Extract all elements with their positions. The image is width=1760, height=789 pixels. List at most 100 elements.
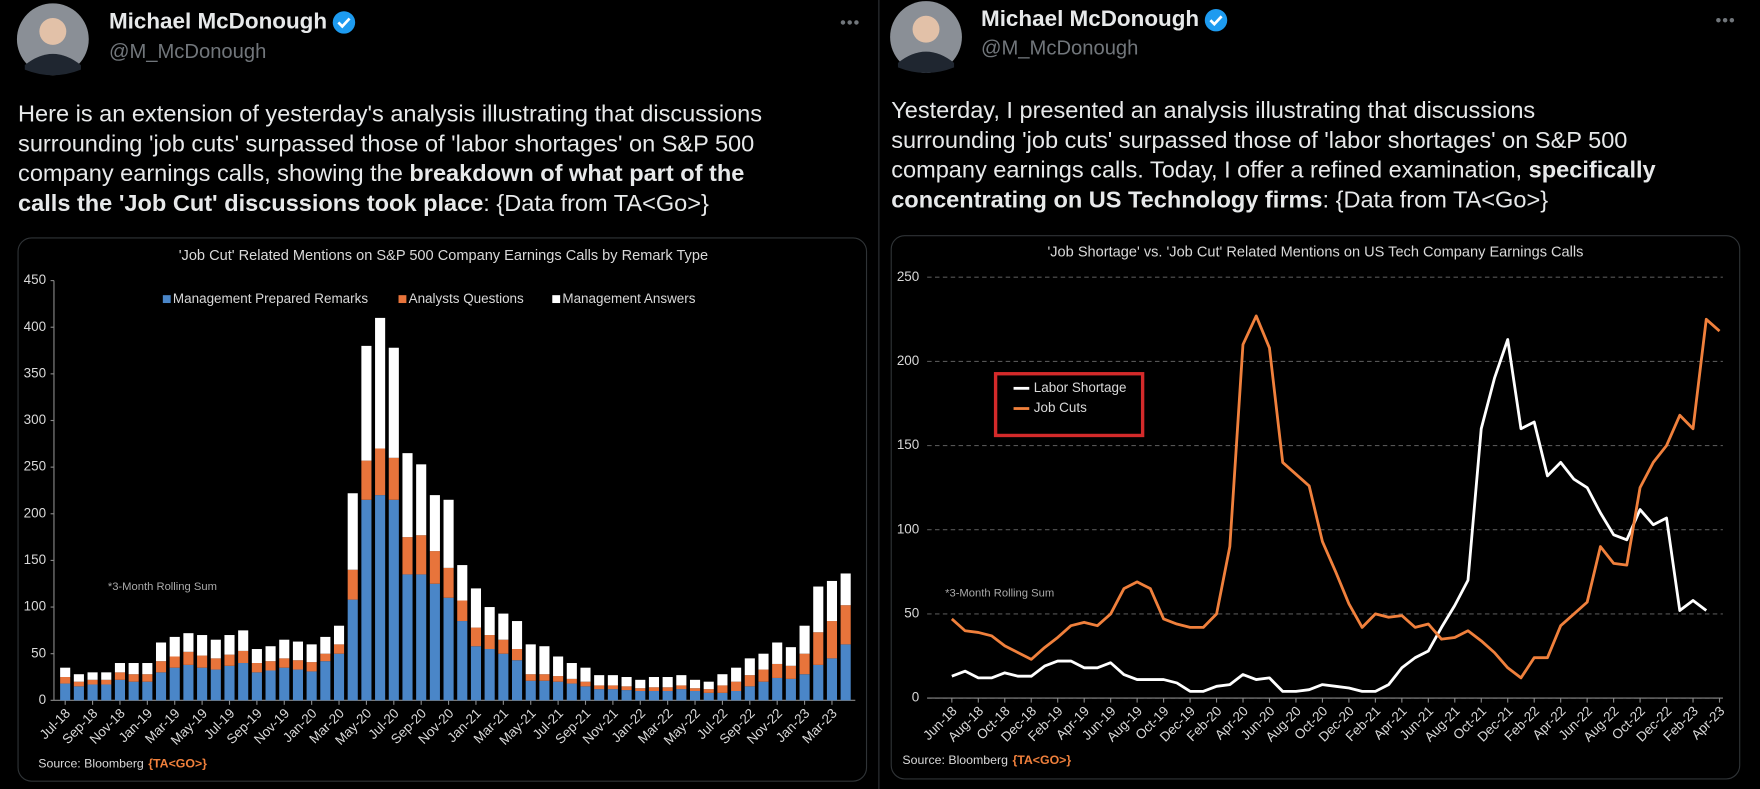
bar-segment	[197, 655, 208, 668]
bar-segment	[155, 642, 167, 662]
bar-segment	[292, 669, 304, 701]
bar-segment	[758, 681, 769, 701]
source-tag: {TA<GO>}	[1012, 753, 1071, 767]
tweet-text: specifically	[1529, 157, 1656, 183]
bar-segment	[279, 639, 290, 659]
bar-segment	[566, 683, 577, 701]
bar-segment	[251, 663, 262, 673]
bar-segment	[416, 574, 427, 701]
tweet-line: surrounding 'job cuts' surpassed those o…	[18, 131, 754, 157]
y-tick-label: 150	[24, 552, 46, 567]
tweet-text: concentrating on US Technology firms	[891, 187, 1322, 213]
source-tag: {TA<GO>}	[148, 757, 207, 771]
tweet-line: surrounding 'job cuts' surpassed those o…	[891, 127, 1627, 153]
more-menu[interactable]	[1716, 17, 1735, 23]
chart-title: 'Job Shortage' vs. 'Job Cut' Related Men…	[1047, 244, 1583, 260]
bar-segment	[169, 656, 180, 668]
bar-segment	[429, 495, 440, 552]
bar-segment	[731, 691, 742, 701]
bar-segment	[525, 674, 536, 681]
bar-segment	[333, 653, 345, 701]
bar-segment	[470, 588, 482, 628]
author-handle: @M_McDonough	[981, 38, 1138, 60]
bar-segment	[320, 653, 331, 662]
bar-segment	[142, 674, 153, 682]
bar-segment	[443, 597, 454, 701]
bar-segment	[648, 691, 660, 701]
bar-segment	[484, 635, 495, 650]
tweet-text: Here is an extension of yesterday's anal…	[18, 101, 762, 127]
bar-segment	[607, 689, 618, 701]
bar-segment	[539, 646, 550, 675]
series-line	[951, 338, 1708, 693]
bar-segment	[443, 567, 454, 598]
y-tick-label: 50	[31, 645, 46, 660]
bar-segment	[347, 599, 358, 701]
bar-segment	[594, 685, 605, 690]
y-tick-label: 200	[24, 505, 46, 520]
bar-segment	[87, 679, 98, 685]
bar-segment	[511, 660, 523, 701]
bar-segment	[279, 667, 290, 701]
tweet-line: company earnings calls, showing the brea…	[18, 160, 744, 186]
verified-badge	[1204, 8, 1228, 32]
bar-segment	[813, 586, 824, 633]
bar-segment	[553, 676, 564, 682]
bar-segment	[87, 672, 98, 680]
bar-segment	[621, 686, 632, 691]
avatar-suit	[897, 51, 955, 73]
verified-check	[1209, 15, 1223, 27]
legend-label: Management Answers	[562, 291, 695, 306]
bar-segment	[128, 674, 139, 682]
bar-segment	[375, 495, 386, 701]
bar-segment	[731, 667, 742, 682]
bar-segment	[224, 665, 235, 701]
bar-segment	[772, 663, 783, 678]
y-tick-label: 150	[897, 437, 919, 452]
bar-segment	[224, 654, 235, 666]
bar-segment	[772, 677, 783, 701]
bar-segment	[744, 686, 755, 701]
bar-segment	[607, 685, 618, 690]
verified-check	[337, 17, 351, 29]
y-tick-label: 400	[24, 319, 46, 334]
bar-segment	[703, 681, 714, 690]
bar-segment	[662, 687, 673, 692]
tweet-line: Here is an extension of yesterday's anal…	[18, 101, 762, 127]
bar-segment	[498, 653, 509, 701]
bar-segment	[826, 658, 838, 701]
bar-segment	[388, 499, 399, 701]
bar-segment	[265, 670, 276, 701]
avatar[interactable]	[16, 3, 89, 76]
bar-segment	[470, 627, 482, 647]
bar-segment	[443, 499, 454, 568]
more-menu[interactable]	[840, 20, 859, 25]
bar-segment	[429, 583, 440, 701]
bar-segment	[840, 573, 851, 606]
bar-segment	[73, 674, 84, 682]
bar-segment	[306, 662, 317, 672]
bar-segment	[429, 551, 440, 584]
bar-segment	[183, 633, 194, 652]
bar-segment	[347, 569, 358, 600]
bar-segment	[539, 680, 550, 701]
bar-segment	[251, 649, 262, 664]
bar-segment	[320, 636, 331, 654]
bar-segment	[87, 684, 98, 701]
bar-segment	[320, 661, 331, 701]
bar-segment	[210, 669, 221, 701]
bar-segment	[840, 644, 851, 701]
bar-segment	[470, 646, 482, 701]
bar-segment	[142, 663, 153, 675]
bar-segment	[566, 678, 577, 684]
avatar[interactable]	[890, 1, 962, 73]
bar-segment	[388, 347, 399, 458]
bar-segment	[553, 681, 564, 701]
bar-segment	[251, 672, 262, 701]
bar-segment	[416, 535, 427, 575]
bar-segment	[457, 565, 468, 601]
bar-segment	[689, 691, 701, 701]
bar-segment	[197, 667, 208, 701]
bar-segment	[333, 644, 345, 654]
